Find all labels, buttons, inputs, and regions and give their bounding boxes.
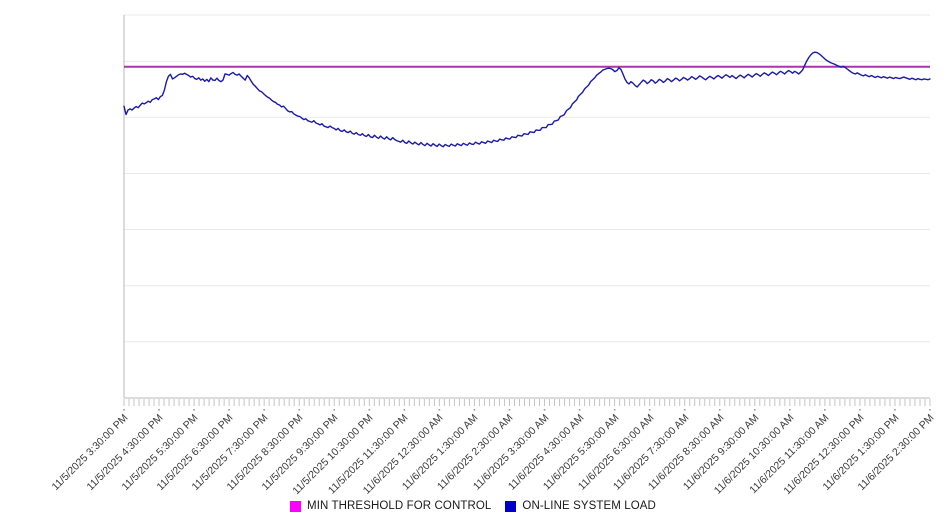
- axis-label-anchor: [158, 409, 160, 411]
- legend-entry[interactable]: MIN THRESHOLD FOR CONTROL: [290, 500, 491, 512]
- axis-label-anchor: [894, 409, 896, 411]
- axis-label-anchor: [403, 409, 406, 411]
- axis-label-anchor: [368, 409, 371, 411]
- axis-label-anchor: [578, 409, 581, 411]
- legend-label: MIN THRESHOLD FOR CONTROL: [307, 500, 492, 512]
- axis-label-anchor: [859, 409, 861, 411]
- series-on-line-system-load: [123, 51, 931, 148]
- legend-color-swatch: [290, 500, 302, 512]
- axis-label-anchor: [613, 409, 616, 411]
- x-axis-label-anchors: [123, 409, 931, 411]
- x-axis-minor-ticks: [123, 399, 931, 406]
- axis-label-anchor: [929, 409, 931, 411]
- axis-label-anchor: [648, 409, 651, 411]
- axis-label-anchor: [473, 409, 476, 411]
- axis-label-anchor: [508, 409, 511, 411]
- axis-label-anchor: [298, 409, 301, 411]
- gridlines: [124, 14, 930, 399]
- axis-label-anchor: [333, 409, 336, 411]
- legend-color-swatch: [505, 500, 517, 512]
- axis-label-anchor: [824, 409, 826, 411]
- axis-label-anchor: [789, 409, 791, 411]
- axis-lines: [123, 15, 930, 399]
- axis-label-anchor: [228, 409, 230, 411]
- legend-entry[interactable]: ON-LINE SYSTEM LOAD: [505, 500, 656, 512]
- axis-label-anchor: [718, 409, 721, 411]
- axis-label-anchor: [193, 409, 195, 411]
- axis-label-anchor: [123, 409, 125, 411]
- axis-label-anchor: [543, 409, 546, 411]
- axis-label-anchor: [263, 409, 265, 411]
- axis-label-anchor: [438, 409, 441, 411]
- legend-label: ON-LINE SYSTEM LOAD: [522, 500, 656, 512]
- axis-label-anchor: [683, 409, 686, 411]
- chart-legend: MIN THRESHOLD FOR CONTROL ON-LINE SYSTEM …: [0, 496, 946, 516]
- axis-label-anchor: [753, 409, 756, 411]
